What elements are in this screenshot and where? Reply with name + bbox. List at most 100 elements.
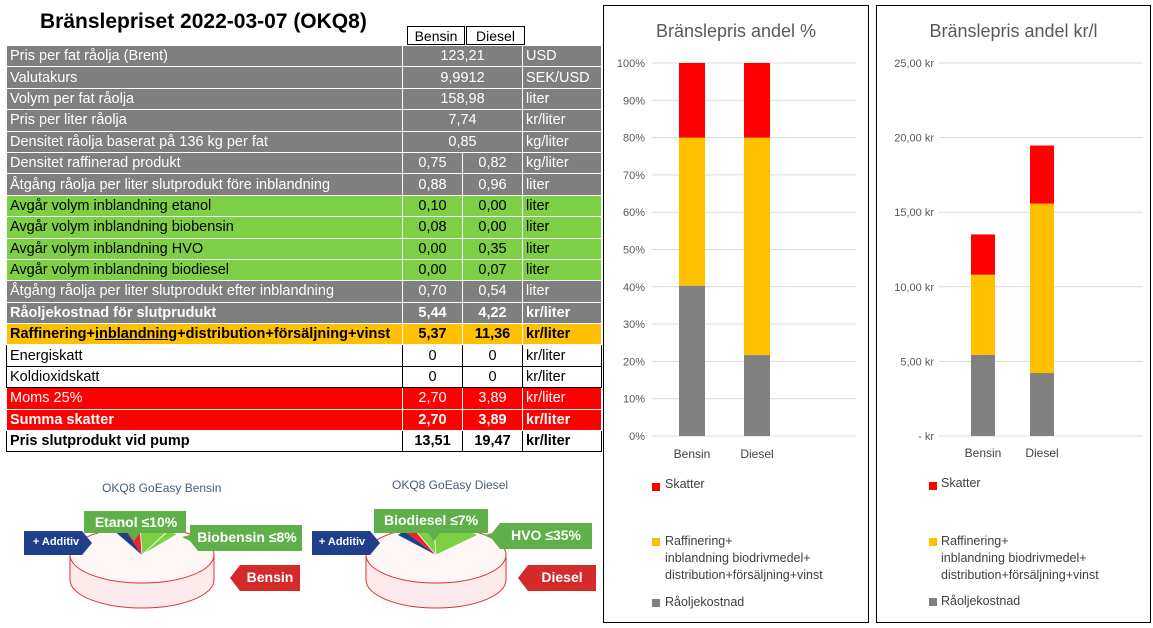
row-value-diesel: 19,47	[462, 430, 523, 453]
row-value-bensin: 0,00	[402, 237, 463, 260]
y-tick-label: 90%	[623, 95, 645, 107]
row-value-bensin: 2,70	[402, 408, 463, 432]
table-row: Summa skatter 2,70 3,89 kr/liter	[6, 408, 602, 432]
legend-line-3: distribution+försäljning+vinst	[665, 568, 823, 582]
row-unit: kr/liter	[522, 408, 602, 432]
row-value: 9,9912	[402, 66, 523, 89]
bar-segment	[971, 274, 995, 355]
legend-swatch-raolje	[652, 599, 660, 607]
y-tick-label: 15,00 kr	[894, 207, 934, 219]
row-value: 123,21	[402, 44, 523, 68]
legend-swatch-skatter-2	[929, 482, 937, 490]
row-unit: SEK/USD	[522, 66, 602, 89]
chart-percent-title: Bränslepris andel %	[655, 21, 817, 41]
row-label: Pris per fat råolja (Brent)	[6, 44, 403, 68]
table-row: Avgår volym inblandning biodiesel 0,00 0,0…	[6, 258, 602, 282]
legend-label-raolje-2: Råoljekostnad	[941, 594, 1021, 608]
page-title: Bränslepriset 2022-03-07 (OKQ8)	[40, 10, 367, 33]
row-unit: kr/liter	[522, 323, 602, 346]
bar-segment	[744, 63, 770, 138]
row-value-diesel: 0,07	[462, 258, 523, 282]
legend-line-3-b: distribution+försäljning+vinst	[941, 568, 1099, 582]
chart-krona-title: Bränslepris andel kr/l	[929, 21, 1098, 41]
row-label: Avgår volym inblandning biodiesel	[6, 258, 403, 282]
row-label: Avgår volym inblandning biobensin	[6, 216, 403, 239]
legend-label-raolje: Råoljekostnad	[665, 595, 745, 609]
row-unit: kg/liter	[522, 151, 602, 175]
fuel-price-table: Pris per fat råolja (Brent) 123,21 USD Valu…	[6, 44, 602, 453]
pie-diesel	[312, 509, 596, 609]
row-unit: liter	[522, 173, 602, 196]
row-value-bensin: 2,70	[402, 387, 463, 410]
table-row: Densitet raffinerad produkt 0,75 0,82 kg/li…	[6, 151, 602, 175]
column-header-diesel: Diesel	[466, 26, 525, 45]
bar-segment	[679, 137, 705, 286]
bar-segment	[971, 354, 995, 436]
y-tick-label: 5,00 kr	[900, 356, 934, 368]
row-value-diesel: 0,82	[462, 151, 523, 175]
row-label: Koldioxidskatt	[6, 365, 403, 389]
row-unit: kr/liter	[522, 301, 602, 325]
legend-swatch-raffinering-2	[929, 538, 937, 546]
legend-label-skatter-2: Skatter	[941, 476, 981, 490]
pie-subtitle-diesel: OKQ8 GoEasy Diesel	[392, 478, 509, 492]
row-value-bensin: 0,08	[402, 216, 463, 239]
diesel-pie-label: Diesel	[541, 569, 583, 585]
legend-label-skatter: Skatter	[665, 477, 705, 491]
row-value-diesel: 0,35	[462, 237, 523, 260]
chart-percent: Bränslepris andel % 0% 10% 20% 30% 40% 50% 60%…	[603, 5, 869, 623]
legend-line-1-b: Raffinering+	[941, 534, 1009, 548]
row-label: Moms 25%	[6, 387, 403, 410]
legend-label-raffinering-2: Raffinering+ inblandning biodrivmedel+ d…	[941, 533, 1099, 584]
bar-segment	[679, 285, 705, 436]
table-row: Densitet råolja baserat på 136 kg per fa…	[6, 130, 602, 153]
row-label: Volym per fat råolja	[6, 87, 403, 111]
row-value-diesel: 0,96	[462, 173, 523, 196]
row-label: Åtgång råolja per liter slutprodukt före…	[6, 173, 403, 196]
table-row: Avgår volym inblandning HVO 0,00 0,35 liter	[6, 237, 602, 260]
row-label: Densitet raffinerad produkt	[6, 151, 403, 175]
biobensin-label: Biobensin ≤8%	[197, 529, 297, 545]
chart-krona: Bränslepris andel kr/l - kr 5,00 kr 10,00 …	[876, 5, 1151, 623]
x-category-label: Bensin	[965, 446, 1002, 460]
row-value: 0,85	[402, 130, 523, 153]
y-tick-label: 10%	[623, 394, 645, 406]
row-value-diesel: 3,89	[462, 387, 523, 410]
legend-swatch-skatter	[652, 483, 660, 491]
y-tick-label: 50%	[623, 245, 645, 257]
row-label: Avgår volym inblandning etanol	[6, 194, 403, 218]
row-label: Valutakurs	[6, 66, 403, 89]
row-unit: liter	[522, 237, 602, 260]
legend-swatch-raffinering	[652, 538, 660, 546]
x-category-label: Diesel	[1025, 446, 1058, 460]
bensin-pie-label: Bensin	[246, 569, 294, 585]
row-value-diesel: 11,36	[462, 323, 523, 346]
row-label: Åtgång råolja per liter slutprodukt efte…	[6, 280, 403, 303]
table-row: Avgår volym inblandning etanol 0,10 0,00 li…	[6, 194, 602, 218]
row-unit: kr/liter	[522, 365, 602, 389]
legend-line-2: inblandning biodrivmedel+	[665, 551, 811, 565]
row-value-diesel: 0,54	[462, 280, 523, 303]
table-row: Råoljekostnad för slutprudukt 5,44 4,22 kr/…	[6, 301, 602, 325]
row-unit: liter	[522, 87, 602, 111]
table-row: Energiskatt 0 0 kr/liter	[6, 344, 602, 367]
y-tick-label: 40%	[623, 282, 645, 294]
row-value-bensin: 13,51	[402, 430, 463, 453]
row-value-bensin: 5,44	[402, 301, 463, 325]
row-value-diesel: 0,00	[462, 194, 523, 218]
table-row: Åtgång råolja per liter slutprodukt efte…	[6, 280, 602, 303]
y-tick-label: 60%	[623, 207, 645, 219]
row-value-bensin: 0,00	[402, 258, 463, 282]
bar-segment	[679, 63, 705, 138]
x-category-label: Diesel	[740, 447, 773, 461]
row-value-bensin: 0,70	[402, 280, 463, 303]
additiv-label-bensin: + Additiv	[32, 536, 80, 548]
table-row: Volym per fat råolja 158,98 liter	[6, 87, 602, 111]
row-unit: kr/liter	[522, 387, 602, 410]
bar-segment	[744, 137, 770, 356]
y-tick-label: 25,00 kr	[894, 58, 934, 70]
pie-illustrations	[24, 509, 596, 609]
legend-line-2-b: inblandning biodrivmedel+	[941, 551, 1087, 565]
row-label: Summa skatter	[6, 408, 403, 432]
row-label: Densitet råolja baserat på 136 kg per fa…	[6, 130, 403, 153]
